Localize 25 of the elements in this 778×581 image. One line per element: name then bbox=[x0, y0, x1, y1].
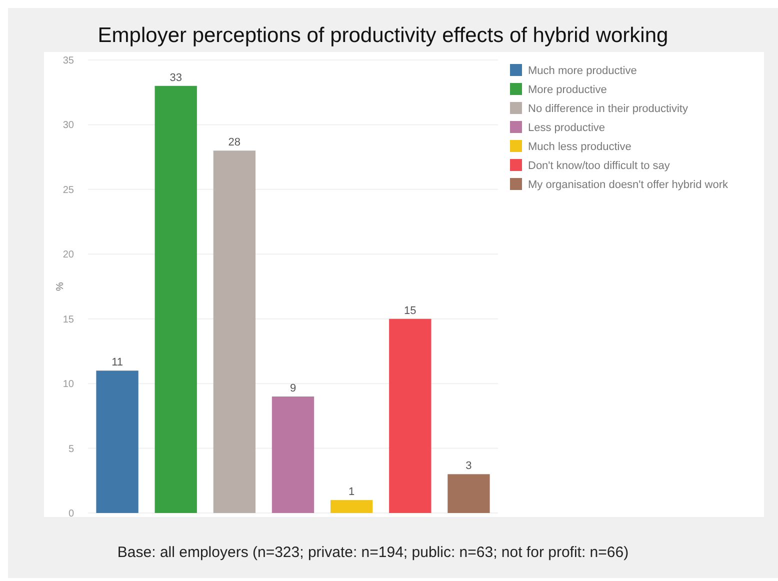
y-tick-label: 20 bbox=[62, 250, 74, 261]
y-tick-label: 0 bbox=[68, 508, 74, 520]
chart-title: Employer perceptions of productivity effects of hybrid working bbox=[98, 24, 668, 47]
data-label: 1 bbox=[348, 486, 355, 498]
legend-label: No difference in their productivity bbox=[528, 102, 688, 115]
data-label: 9 bbox=[290, 382, 296, 395]
legend-label: My organisation doesn't offer hybrid work bbox=[528, 178, 728, 191]
data-label: 15 bbox=[404, 304, 416, 317]
legend-label: Don't know/too difficult to say bbox=[528, 160, 670, 172]
y-tick-label: 10 bbox=[62, 379, 74, 390]
text: Base: all employers (n=323; private: n=194; public: n=63; not for profit: n=66) bbox=[117, 544, 629, 561]
y-tick-label: 35 bbox=[62, 56, 74, 66]
y-tick-label: 5 bbox=[68, 444, 74, 455]
data-label: 11 bbox=[112, 356, 123, 369]
y-tick-label: 30 bbox=[62, 120, 74, 132]
y-axis-title: % bbox=[55, 282, 66, 291]
y-tick-label: 25 bbox=[62, 184, 74, 196]
data-label: 33 bbox=[170, 72, 182, 84]
data-label: 3 bbox=[466, 460, 472, 472]
legend-label: Much less productive bbox=[528, 140, 632, 153]
legend-label: Less productive bbox=[528, 122, 606, 134]
y-tick-label: 15 bbox=[62, 314, 74, 326]
data-label: 28 bbox=[228, 136, 241, 149]
legend-label: Much more productive bbox=[528, 64, 637, 77]
legend-label: More productive bbox=[528, 84, 607, 96]
